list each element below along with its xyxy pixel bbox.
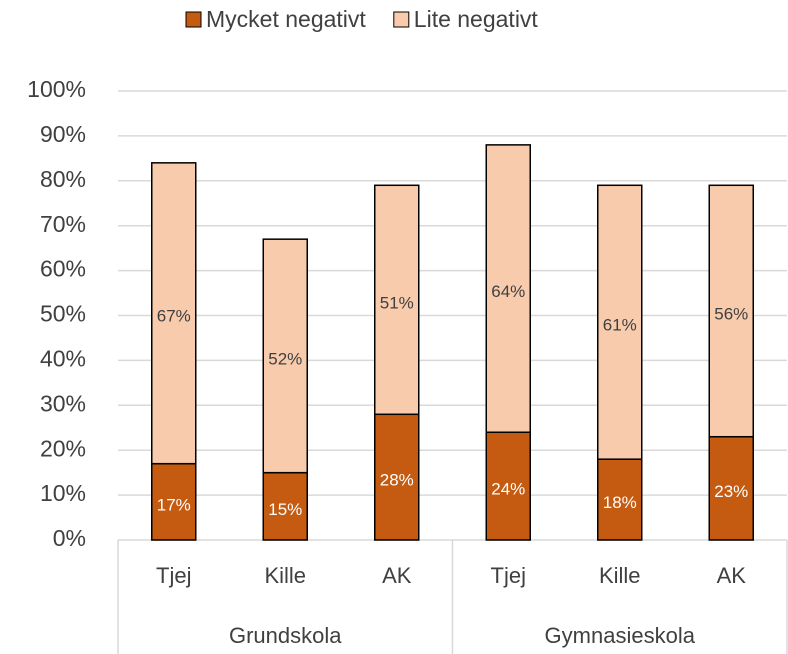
x-tick-label: AK	[382, 563, 412, 588]
bar-segment	[374, 413, 420, 541]
data-label: 18%	[603, 493, 637, 512]
x-tick-label: AK	[717, 563, 747, 588]
bar-segment	[597, 458, 643, 541]
data-label: 56%	[714, 304, 748, 323]
legend-label: Lite negativt	[414, 6, 539, 32]
data-label: 17%	[157, 495, 191, 514]
y-tick-label: 90%	[40, 121, 86, 147]
legend-swatch	[185, 11, 202, 28]
bar-segment	[151, 462, 197, 541]
bar-segment	[708, 184, 754, 438]
data-label: 15%	[268, 500, 302, 519]
bar-segment	[485, 431, 531, 541]
y-tick-label: 20%	[40, 435, 86, 461]
bar-segment	[151, 162, 197, 465]
group-label: Grundskola	[229, 623, 342, 648]
y-tick-label: 40%	[40, 345, 86, 371]
data-label: 51%	[380, 293, 414, 312]
y-tick-label: 30%	[40, 390, 86, 416]
y-tick-label: 10%	[40, 480, 86, 506]
data-label: 23%	[714, 482, 748, 501]
legend-swatch	[393, 11, 410, 28]
bar-segment	[374, 184, 420, 416]
group-label: Gymnasieskola	[545, 623, 696, 648]
bar-segment	[262, 238, 308, 474]
x-tick-label: Tjej	[491, 563, 526, 588]
y-tick-label: 80%	[40, 166, 86, 192]
bar-segment	[485, 144, 531, 433]
y-tick-label: 100%	[27, 76, 86, 102]
data-label: 61%	[603, 316, 637, 335]
bar-segment	[597, 184, 643, 460]
data-label: 52%	[268, 349, 302, 368]
y-tick-label: 50%	[40, 301, 86, 327]
x-tick-label: Kille	[264, 563, 306, 588]
x-tick-label: Tjej	[156, 563, 191, 588]
y-tick-label: 0%	[53, 525, 86, 551]
data-label: 28%	[380, 471, 414, 490]
legend-label: Mycket negativt	[206, 6, 366, 32]
data-label: 64%	[491, 282, 525, 301]
bar-segment	[708, 435, 754, 541]
y-tick-label: 60%	[40, 256, 86, 282]
data-label: 24%	[491, 480, 525, 499]
data-label: 67%	[157, 307, 191, 326]
x-tick-label: Kille	[599, 563, 641, 588]
y-tick-label: 70%	[40, 211, 86, 237]
bar-segment	[262, 471, 308, 541]
